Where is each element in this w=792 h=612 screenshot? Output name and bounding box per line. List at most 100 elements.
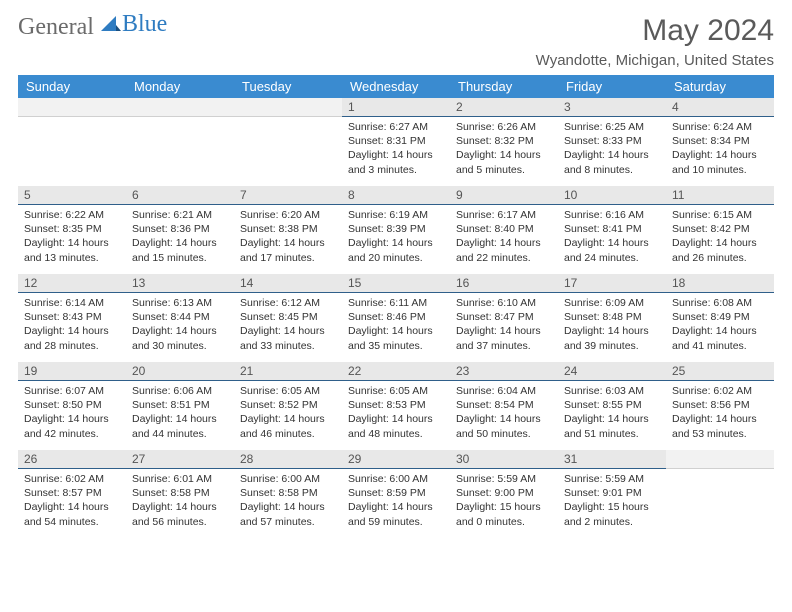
day-number: 28	[234, 450, 342, 469]
sunset-line: Sunset: 8:34 PM	[672, 134, 768, 148]
sunrise-line: Sunrise: 6:02 AM	[24, 472, 120, 486]
day-number: 25	[666, 362, 774, 381]
daylight-line: Daylight: 14 hours and 57 minutes.	[240, 500, 336, 528]
sunset-line: Sunset: 8:48 PM	[564, 310, 660, 324]
day-details: Sunrise: 5:59 AMSunset: 9:01 PMDaylight:…	[558, 469, 666, 535]
sunrise-line: Sunrise: 6:04 AM	[456, 384, 552, 398]
calendar-day-cell: 17Sunrise: 6:09 AMSunset: 8:48 PMDayligh…	[558, 274, 666, 362]
day-number: 24	[558, 362, 666, 381]
sunrise-line: Sunrise: 6:19 AM	[348, 208, 444, 222]
daylight-line: Daylight: 14 hours and 46 minutes.	[240, 412, 336, 440]
day-details: Sunrise: 6:27 AMSunset: 8:31 PMDaylight:…	[342, 117, 450, 183]
day-number: 1	[342, 98, 450, 117]
weekday-header: Friday	[558, 75, 666, 98]
day-number: 13	[126, 274, 234, 293]
sunset-line: Sunset: 9:00 PM	[456, 486, 552, 500]
day-details: Sunrise: 6:02 AMSunset: 8:56 PMDaylight:…	[666, 381, 774, 447]
sunset-line: Sunset: 8:50 PM	[24, 398, 120, 412]
sunrise-line: Sunrise: 6:25 AM	[564, 120, 660, 134]
sail-icon	[101, 14, 121, 41]
day-number: 10	[558, 186, 666, 205]
calendar-day-cell: 11Sunrise: 6:15 AMSunset: 8:42 PMDayligh…	[666, 186, 774, 274]
calendar-day-cell: 15Sunrise: 6:11 AMSunset: 8:46 PMDayligh…	[342, 274, 450, 362]
sunset-line: Sunset: 8:46 PM	[348, 310, 444, 324]
day-number: 22	[342, 362, 450, 381]
calendar-day-cell: 12Sunrise: 6:14 AMSunset: 8:43 PMDayligh…	[18, 274, 126, 362]
day-details: Sunrise: 6:09 AMSunset: 8:48 PMDaylight:…	[558, 293, 666, 359]
day-number: 21	[234, 362, 342, 381]
calendar-day-cell: 25Sunrise: 6:02 AMSunset: 8:56 PMDayligh…	[666, 362, 774, 450]
day-number: 11	[666, 186, 774, 205]
calendar-day-cell: 21Sunrise: 6:05 AMSunset: 8:52 PMDayligh…	[234, 362, 342, 450]
day-details: Sunrise: 6:20 AMSunset: 8:38 PMDaylight:…	[234, 205, 342, 271]
sunrise-line: Sunrise: 6:07 AM	[24, 384, 120, 398]
sunset-line: Sunset: 8:57 PM	[24, 486, 120, 500]
daylight-line: Daylight: 14 hours and 48 minutes.	[348, 412, 444, 440]
sunrise-line: Sunrise: 6:20 AM	[240, 208, 336, 222]
sunrise-line: Sunrise: 6:05 AM	[240, 384, 336, 398]
day-details: Sunrise: 6:21 AMSunset: 8:36 PMDaylight:…	[126, 205, 234, 271]
calendar-day-cell: 24Sunrise: 6:03 AMSunset: 8:55 PMDayligh…	[558, 362, 666, 450]
day-details: Sunrise: 6:05 AMSunset: 8:53 PMDaylight:…	[342, 381, 450, 447]
sunrise-line: Sunrise: 6:14 AM	[24, 296, 120, 310]
sunset-line: Sunset: 8:35 PM	[24, 222, 120, 236]
day-number: 27	[126, 450, 234, 469]
day-number: 14	[234, 274, 342, 293]
daylight-line: Daylight: 14 hours and 35 minutes.	[348, 324, 444, 352]
day-details: Sunrise: 6:00 AMSunset: 8:59 PMDaylight:…	[342, 469, 450, 535]
sunset-line: Sunset: 8:53 PM	[348, 398, 444, 412]
sunset-line: Sunset: 8:59 PM	[348, 486, 444, 500]
daylight-line: Daylight: 14 hours and 26 minutes.	[672, 236, 768, 264]
day-number: 4	[666, 98, 774, 117]
daylight-line: Daylight: 14 hours and 13 minutes.	[24, 236, 120, 264]
day-number: 26	[18, 450, 126, 469]
brand-logo: General Blue	[18, 14, 167, 41]
daylight-line: Daylight: 14 hours and 56 minutes.	[132, 500, 228, 528]
daylight-line: Daylight: 14 hours and 53 minutes.	[672, 412, 768, 440]
daylight-line: Daylight: 14 hours and 24 minutes.	[564, 236, 660, 264]
sunrise-line: Sunrise: 6:26 AM	[456, 120, 552, 134]
sunrise-line: Sunrise: 6:01 AM	[132, 472, 228, 486]
sunset-line: Sunset: 8:39 PM	[348, 222, 444, 236]
calendar-day-cell: 13Sunrise: 6:13 AMSunset: 8:44 PMDayligh…	[126, 274, 234, 362]
calendar-thead: SundayMondayTuesdayWednesdayThursdayFrid…	[18, 75, 774, 98]
title-block: May 2024 Wyandotte, Michigan, United Sta…	[536, 14, 774, 69]
calendar-day-cell: 6Sunrise: 6:21 AMSunset: 8:36 PMDaylight…	[126, 186, 234, 274]
day-details: Sunrise: 6:19 AMSunset: 8:39 PMDaylight:…	[342, 205, 450, 271]
day-number: 19	[18, 362, 126, 381]
sunrise-line: Sunrise: 6:06 AM	[132, 384, 228, 398]
day-details: Sunrise: 6:17 AMSunset: 8:40 PMDaylight:…	[450, 205, 558, 271]
sunrise-line: Sunrise: 6:00 AM	[348, 472, 444, 486]
sunrise-line: Sunrise: 6:11 AM	[348, 296, 444, 310]
sunset-line: Sunset: 8:47 PM	[456, 310, 552, 324]
day-details: Sunrise: 6:14 AMSunset: 8:43 PMDaylight:…	[18, 293, 126, 359]
sunset-line: Sunset: 8:58 PM	[240, 486, 336, 500]
sunset-line: Sunset: 8:44 PM	[132, 310, 228, 324]
day-number: 18	[666, 274, 774, 293]
daylight-line: Daylight: 14 hours and 30 minutes.	[132, 324, 228, 352]
day-number: 29	[342, 450, 450, 469]
day-number: 5	[18, 186, 126, 205]
weekday-header: Sunday	[18, 75, 126, 98]
calendar-day-cell	[234, 98, 342, 186]
weekday-header: Wednesday	[342, 75, 450, 98]
daylight-line: Daylight: 14 hours and 39 minutes.	[564, 324, 660, 352]
day-number: 31	[558, 450, 666, 469]
sunset-line: Sunset: 8:41 PM	[564, 222, 660, 236]
sunrise-line: Sunrise: 5:59 AM	[456, 472, 552, 486]
day-number: 20	[126, 362, 234, 381]
calendar-day-cell: 23Sunrise: 6:04 AMSunset: 8:54 PMDayligh…	[450, 362, 558, 450]
day-details: Sunrise: 6:26 AMSunset: 8:32 PMDaylight:…	[450, 117, 558, 183]
sunrise-line: Sunrise: 6:17 AM	[456, 208, 552, 222]
calendar-day-cell: 2Sunrise: 6:26 AMSunset: 8:32 PMDaylight…	[450, 98, 558, 186]
sunrise-line: Sunrise: 6:03 AM	[564, 384, 660, 398]
day-details: Sunrise: 6:04 AMSunset: 8:54 PMDaylight:…	[450, 381, 558, 447]
sunrise-line: Sunrise: 6:27 AM	[348, 120, 444, 134]
daylight-line: Daylight: 14 hours and 5 minutes.	[456, 148, 552, 176]
calendar-day-cell: 29Sunrise: 6:00 AMSunset: 8:59 PMDayligh…	[342, 450, 450, 538]
sunrise-line: Sunrise: 6:10 AM	[456, 296, 552, 310]
sunset-line: Sunset: 8:31 PM	[348, 134, 444, 148]
calendar-week-row: 5Sunrise: 6:22 AMSunset: 8:35 PMDaylight…	[18, 186, 774, 274]
daylight-line: Daylight: 15 hours and 2 minutes.	[564, 500, 660, 528]
sunrise-line: Sunrise: 6:16 AM	[564, 208, 660, 222]
